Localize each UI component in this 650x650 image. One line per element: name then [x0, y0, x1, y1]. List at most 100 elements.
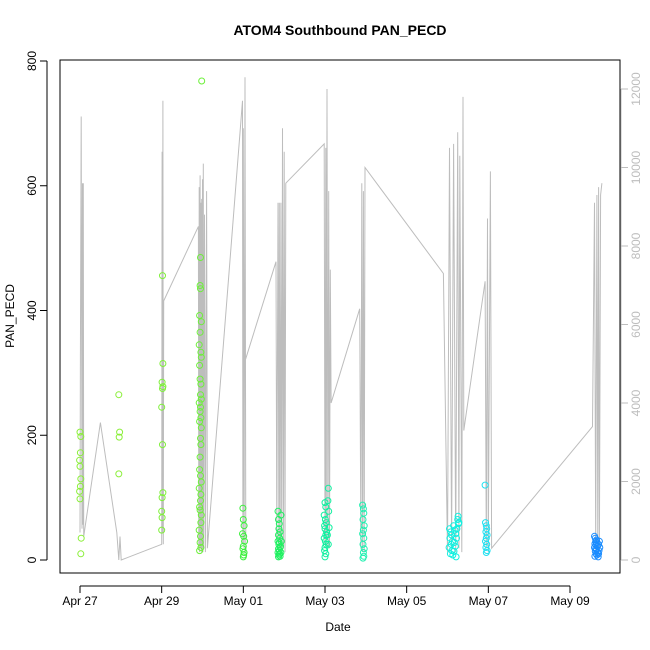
data-point	[159, 360, 167, 367]
data-point	[197, 403, 204, 411]
scatter_group_3	[158, 272, 167, 534]
data-point	[240, 522, 248, 530]
data-point	[197, 544, 205, 551]
data-point	[196, 453, 204, 461]
data-point	[197, 511, 205, 519]
data-point	[275, 520, 283, 528]
data-point	[321, 522, 329, 530]
y-axis: 0 200 400 600 800	[25, 51, 48, 563]
secondary-y-axis: 0 2000 4000 6000 8000 10000 12000	[620, 72, 643, 563]
data-point	[595, 547, 603, 555]
data-point	[196, 375, 204, 383]
data-point	[77, 475, 85, 483]
data-point	[359, 540, 367, 548]
data-point	[451, 526, 459, 534]
scatter-points-group	[76, 77, 604, 562]
y2-tick-label: 6000	[629, 311, 643, 338]
y2-tick-label: 2000	[629, 468, 643, 495]
scatter_group_2	[115, 391, 124, 478]
data-point	[197, 395, 205, 403]
data-point	[115, 391, 123, 399]
y-tick-label: 600	[25, 175, 39, 195]
data-point	[76, 495, 84, 503]
data-point	[359, 505, 367, 513]
data-point	[115, 470, 123, 478]
data-point	[195, 399, 203, 407]
scatter_group_8	[359, 501, 368, 562]
data-point	[593, 551, 601, 559]
data-point	[360, 522, 368, 530]
data-point	[158, 526, 166, 534]
data-point	[452, 530, 460, 538]
y2-tick-label: 12000	[629, 72, 643, 106]
data-point	[195, 484, 203, 492]
data-point	[454, 516, 462, 523]
data-point	[197, 254, 204, 261]
y-tick-label: 200	[25, 425, 39, 445]
data-point	[481, 481, 489, 489]
data-point	[320, 511, 328, 519]
data-point	[197, 285, 204, 293]
data-point	[197, 478, 205, 486]
data-point	[482, 544, 490, 551]
data-point	[196, 328, 204, 336]
data-point	[76, 482, 84, 490]
data-point	[197, 519, 205, 527]
data-point	[158, 494, 166, 502]
data-point	[198, 77, 206, 85]
data-point	[321, 553, 329, 561]
data-point	[241, 537, 249, 545]
data-point	[596, 544, 604, 551]
data-point	[277, 537, 285, 545]
data-point	[196, 312, 204, 319]
data-point	[359, 501, 367, 509]
x-tick-label: May 05	[387, 594, 427, 608]
data-point	[359, 554, 367, 562]
data-point	[76, 462, 84, 470]
data-point	[483, 531, 491, 539]
scatter_group_11	[591, 532, 604, 561]
data-point	[360, 545, 368, 553]
data-point	[76, 428, 84, 436]
plot-frame	[59, 59, 621, 574]
data-point	[197, 348, 205, 356]
data-point	[196, 506, 204, 514]
data-point	[595, 550, 603, 558]
scatter_group_7	[320, 484, 333, 561]
data-point	[452, 553, 460, 561]
data-point	[196, 539, 204, 546]
data-point	[277, 511, 285, 519]
data-point	[323, 531, 331, 539]
data-point	[240, 532, 248, 540]
data-point	[239, 553, 247, 561]
data-point	[197, 353, 205, 361]
data-point	[453, 534, 460, 542]
data-point	[159, 385, 166, 392]
data-point	[325, 524, 333, 532]
data-point	[359, 526, 367, 534]
data-point	[76, 449, 84, 457]
data-point	[359, 530, 367, 538]
y2-tick-label: 8000	[629, 232, 643, 259]
y-axis-label: PAN_PECD	[3, 284, 17, 348]
data-point	[115, 433, 123, 441]
data-point	[277, 549, 285, 556]
data-point	[197, 318, 205, 326]
data-point	[325, 507, 333, 515]
data-point	[159, 489, 167, 497]
scatter_group_5	[239, 504, 249, 561]
data-point	[451, 542, 459, 550]
data-point	[77, 433, 85, 440]
data-point	[197, 424, 205, 432]
x-tick-label: Apr 29	[144, 594, 180, 608]
data-point	[197, 380, 205, 388]
x-tick-label: Apr 27	[62, 594, 98, 608]
data-point	[196, 361, 204, 369]
data-point	[159, 441, 166, 449]
scatter_group_6	[274, 507, 285, 561]
data-point	[322, 550, 330, 558]
data-point	[450, 539, 458, 546]
y-tick-label: 800	[25, 51, 39, 71]
chart-title: ATOM4 Southbound PAN_PECD	[233, 22, 446, 38]
